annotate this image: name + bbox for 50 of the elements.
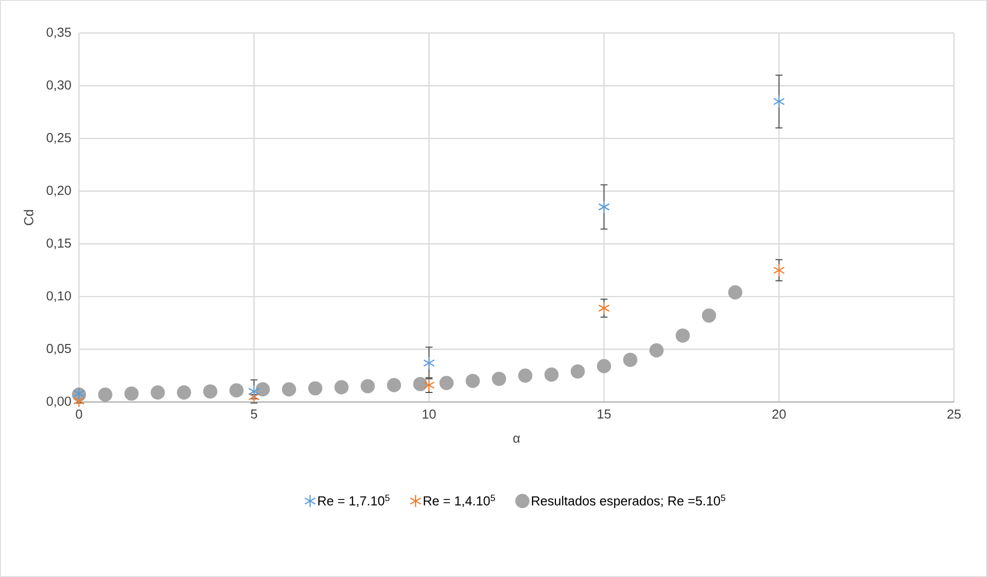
- point: [248, 384, 260, 398]
- y-tick-label: 0,00: [46, 396, 71, 408]
- point: [492, 372, 506, 386]
- point: [308, 381, 322, 396]
- point: [282, 382, 296, 396]
- legend-label: Resultados esperados; Re =5.10$^{5}$: [532, 494, 726, 508]
- point: [649, 343, 664, 358]
- point: [728, 285, 742, 300]
- point: [203, 384, 218, 399]
- point: [598, 200, 610, 214]
- y-tick-label: 0,05: [46, 344, 71, 355]
- x-tick-label: 0: [76, 410, 82, 419]
- point: [773, 94, 785, 108]
- y-tick-label: 0,30: [46, 80, 71, 92]
- point: [150, 385, 165, 400]
- y-tick-label: 0,25: [46, 133, 71, 144]
- y-tick-label: 0,10: [46, 291, 71, 302]
- y-axis-title: Cd: [24, 210, 34, 226]
- point: [544, 367, 559, 382]
- point: [676, 328, 690, 343]
- legend-label: Re = 1,4.10$^{5}$: [424, 494, 496, 507]
- x-tick-label: 15: [598, 410, 611, 419]
- point: [623, 352, 638, 367]
- x-tick-label: 5: [250, 410, 258, 419]
- point: [256, 382, 270, 396]
- point: [466, 374, 480, 388]
- point: [229, 383, 244, 398]
- point: [570, 364, 585, 379]
- point: [518, 368, 532, 383]
- point: [360, 379, 375, 394]
- y-tick-label: 0,35: [46, 28, 71, 38]
- point: [439, 376, 454, 390]
- x-tick-label: 25: [947, 410, 961, 419]
- x-tick-label: 20: [772, 410, 786, 419]
- point: [98, 388, 112, 402]
- x-tick-label: 10: [422, 410, 436, 419]
- point: [596, 359, 612, 374]
- point: [423, 356, 435, 370]
- point: [702, 308, 716, 323]
- point: [334, 380, 349, 394]
- legend-label: Re = 1,7.10$^{5}$: [318, 494, 390, 507]
- point: [176, 385, 192, 400]
- point: [124, 386, 139, 401]
- point: [413, 376, 428, 392]
- point: [773, 264, 785, 277]
- y-tick-label: 0,15: [46, 238, 71, 250]
- x-axis-title: α: [513, 436, 520, 443]
- point: [386, 378, 402, 392]
- y-tick-label: 0,20: [46, 186, 71, 197]
- point: [598, 302, 610, 315]
